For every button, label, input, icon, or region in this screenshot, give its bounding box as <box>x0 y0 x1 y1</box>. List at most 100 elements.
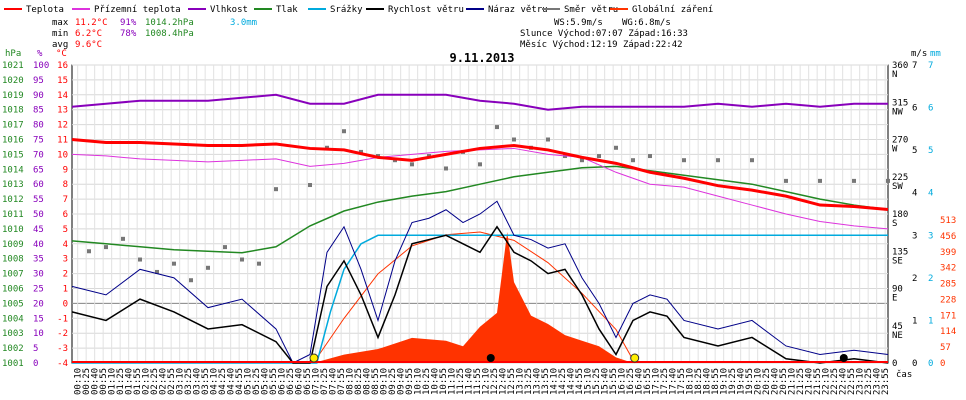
x-tick-label: 07:40 <box>329 368 339 395</box>
x-tick-label: 16:55 <box>643 368 653 395</box>
x-tick-label: 02:40 <box>159 368 169 395</box>
dir-tick-label: SE <box>892 256 903 266</box>
moonset-marker <box>839 354 848 362</box>
x-tick-label: 02:10 <box>142 368 152 395</box>
axis-unit-hpa: hPa <box>5 49 21 59</box>
legend: Teplota Přízemní teplota Vlhkost Tlak Srážky… <box>4 5 713 15</box>
x-tick-label: 14:25 <box>558 368 568 395</box>
hpa-tick-label: 1002 <box>2 344 24 354</box>
x-tick-label: 03:10 <box>176 368 186 395</box>
x-tick-label: 13:25 <box>524 368 534 395</box>
x-tick-label: 13:40 <box>533 368 543 395</box>
wm2-tick-label: 114 <box>940 327 956 337</box>
stat-max-hum: 91% <box>120 18 137 28</box>
x-tick-label: 09:10 <box>380 368 390 395</box>
wind-direction-point <box>257 261 261 266</box>
x-tick-label: 13:10 <box>516 368 526 395</box>
x-tick-label: 03:40 <box>193 368 203 395</box>
axis-unit-pct: % <box>37 49 43 59</box>
x-tick-label: 07:25 <box>320 368 330 395</box>
stat-avg-label: avg <box>52 40 68 50</box>
x-tick-label: 20:40 <box>771 368 781 395</box>
degc-tick-label: 0 <box>63 299 68 309</box>
wind-direction-point <box>223 245 227 250</box>
stat-max-press: 1014.2hPa <box>145 18 194 28</box>
hpa-tick-label: 1003 <box>2 329 24 339</box>
x-tick-label: 12:10 <box>482 368 492 395</box>
hpa-tick-label: 1021 <box>2 61 24 71</box>
sunrise-marker <box>309 353 319 363</box>
x-tick-label: 23:25 <box>864 368 874 395</box>
wind-direction-point <box>852 178 856 183</box>
axis-unit-mm: mm <box>930 49 941 59</box>
series-naraz-vetru <box>71 200 889 364</box>
x-tick-label: 01:25 <box>116 368 126 395</box>
x-tick-label: 18:25 <box>694 368 704 395</box>
wind-direction-point <box>750 158 754 163</box>
x-tick-label: 08:55 <box>371 368 381 395</box>
x-tick-label: 05:25 <box>252 368 262 395</box>
hpa-tick-label: 1012 <box>2 195 24 205</box>
x-tick-label: 01:40 <box>125 368 135 395</box>
x-tick-label: 11:25 <box>456 368 466 395</box>
x-tick-label: 07:55 <box>337 368 347 395</box>
ms-tick-label: 2 <box>912 274 917 284</box>
ms-tick-label: 1 <box>912 316 917 326</box>
stat-max-temp: 11.2°C <box>75 18 108 28</box>
axis-unit-degc: °C <box>56 49 67 59</box>
wind-direction-point <box>818 178 822 183</box>
dir-tick-label: SW <box>892 182 903 192</box>
x-tick-label: 22:40 <box>839 368 849 395</box>
moonrise-marker <box>486 354 495 362</box>
x-tick-label: 02:25 <box>150 368 160 395</box>
pct-tick-label: 40 <box>33 240 44 250</box>
degc-tick-label: -4 <box>57 359 68 369</box>
x-tick-label: 04:40 <box>227 368 237 395</box>
degc-tick-label: 15 <box>57 76 68 86</box>
wind-direction-point <box>308 183 312 188</box>
x-tick-label: 13:55 <box>541 368 551 395</box>
legend-label: Rychlost větru <box>388 5 464 15</box>
pct-tick-label: 70 <box>33 150 44 160</box>
degc-tick-label: 1 <box>63 285 68 295</box>
wind-direction-point <box>631 158 635 163</box>
pct-tick-label: 45 <box>33 225 44 235</box>
x-tick-label: 05:10 <box>244 368 254 395</box>
x-tick-label: 06:55 <box>303 368 313 395</box>
legend-label: Přízemní teplota <box>94 5 181 15</box>
x-tick-label: 16:10 <box>618 368 628 395</box>
wind-direction-point <box>444 166 448 171</box>
degc-tick-label: 5 <box>63 225 68 235</box>
info-ws: WS:5.9m/s <box>554 18 603 28</box>
pct-tick-label: 35 <box>33 255 44 265</box>
wind-direction-point <box>495 125 499 130</box>
sunset-marker <box>630 353 640 363</box>
wind-direction-point <box>189 278 193 283</box>
pct-tick-label: 80 <box>33 121 44 131</box>
x-tick-label: 04:55 <box>235 368 245 395</box>
wm2-tick-label: 342 <box>940 264 956 274</box>
wind-direction-point <box>512 137 516 142</box>
pct-tick-label: 100 <box>33 61 49 71</box>
x-tick-label: 20:10 <box>754 368 764 395</box>
x-tick-label: 18:10 <box>686 368 696 395</box>
series-rychlost-vetru <box>71 225 889 364</box>
pct-tick-label: 65 <box>33 165 44 175</box>
x-tick-label: 00:25 <box>82 368 92 395</box>
hpa-tick-label: 1005 <box>2 299 24 309</box>
x-tick-label: 10:25 <box>422 368 432 395</box>
series-vlhkost <box>71 93 888 111</box>
dir-tick-label: NE <box>892 331 903 341</box>
pct-tick-label: 15 <box>33 314 44 324</box>
x-tick-label: 00:10 <box>74 368 84 395</box>
info-moon: Měsíc Východ:12:19 Západ:22:42 <box>520 40 683 50</box>
pct-tick-label: 50 <box>33 210 44 220</box>
ms-tick-label: 0 <box>912 359 917 369</box>
pct-tick-label: 10 <box>33 329 44 339</box>
hpa-tick-label: 1020 <box>2 76 24 86</box>
x-tick-label: 05:40 <box>261 368 271 395</box>
x-tick-label: 18:55 <box>711 368 721 395</box>
mm-tick-label: 1 <box>928 316 933 326</box>
wm2-tick-label: 171 <box>940 311 956 321</box>
